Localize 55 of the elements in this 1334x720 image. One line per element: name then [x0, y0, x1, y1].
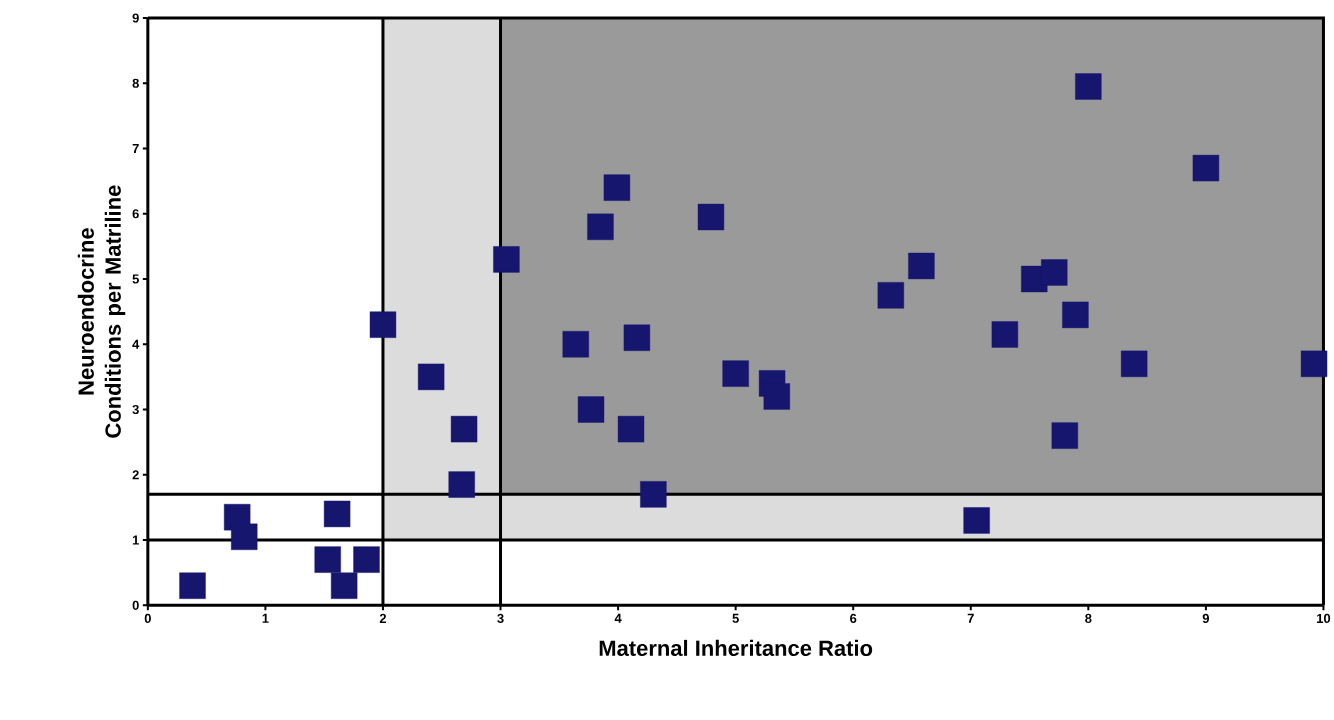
point — [617, 415, 645, 443]
y-tick-label: 2 — [132, 470, 139, 480]
point — [722, 360, 749, 387]
point — [1075, 73, 1102, 100]
x-tick-label: 10 — [1317, 613, 1331, 623]
point — [562, 331, 589, 358]
x-tick-label: 6 — [850, 613, 857, 623]
point — [640, 481, 667, 508]
point — [1300, 350, 1328, 377]
x-tick-label: 0 — [144, 613, 151, 623]
point — [963, 507, 990, 534]
point — [991, 321, 1019, 348]
point — [603, 174, 631, 201]
point — [697, 203, 725, 231]
point — [908, 252, 935, 280]
x-tick-label: 2 — [379, 613, 387, 623]
y-tick-label: 5 — [132, 274, 139, 284]
point — [577, 396, 605, 423]
point — [1192, 154, 1220, 182]
y-tick-label: 7 — [132, 143, 139, 153]
x-tick-label: 5 — [732, 613, 739, 623]
x-tick-label: 9 — [1202, 613, 1210, 623]
point — [877, 282, 905, 309]
x-tick-label: 1 — [262, 613, 269, 623]
point — [623, 324, 651, 351]
y-tick-label: 8 — [132, 78, 139, 88]
point — [448, 471, 475, 498]
point — [450, 415, 478, 443]
y-tick-label: 6 — [132, 209, 139, 219]
point — [1062, 301, 1089, 329]
x-tick-label: 3 — [497, 613, 504, 623]
x-tick-label: 7 — [967, 613, 974, 623]
point — [1051, 422, 1078, 449]
y-tick-label: 4 — [132, 339, 140, 349]
point — [179, 572, 206, 599]
point — [1041, 259, 1068, 286]
point — [231, 523, 258, 550]
point — [323, 500, 351, 528]
point — [1121, 350, 1148, 377]
point — [314, 546, 341, 573]
y-tick-label: 1 — [132, 535, 139, 545]
y-tick-label: 0 — [132, 600, 139, 610]
y-tick-label: 9 — [132, 13, 139, 23]
point — [353, 546, 380, 573]
point — [493, 246, 520, 273]
x-tick-label: 4 — [614, 613, 622, 623]
point — [587, 213, 614, 240]
x-tick-label: 8 — [1085, 613, 1092, 623]
x-axis-title: Maternal Inheritance Ratio — [599, 639, 873, 656]
y-axis-title: Neuroendocrine Conditions per Matriline — [77, 185, 126, 438]
point — [330, 572, 358, 599]
point — [763, 383, 790, 410]
y-tick-label: 3 — [132, 404, 139, 415]
point — [417, 363, 445, 390]
point — [369, 311, 397, 338]
